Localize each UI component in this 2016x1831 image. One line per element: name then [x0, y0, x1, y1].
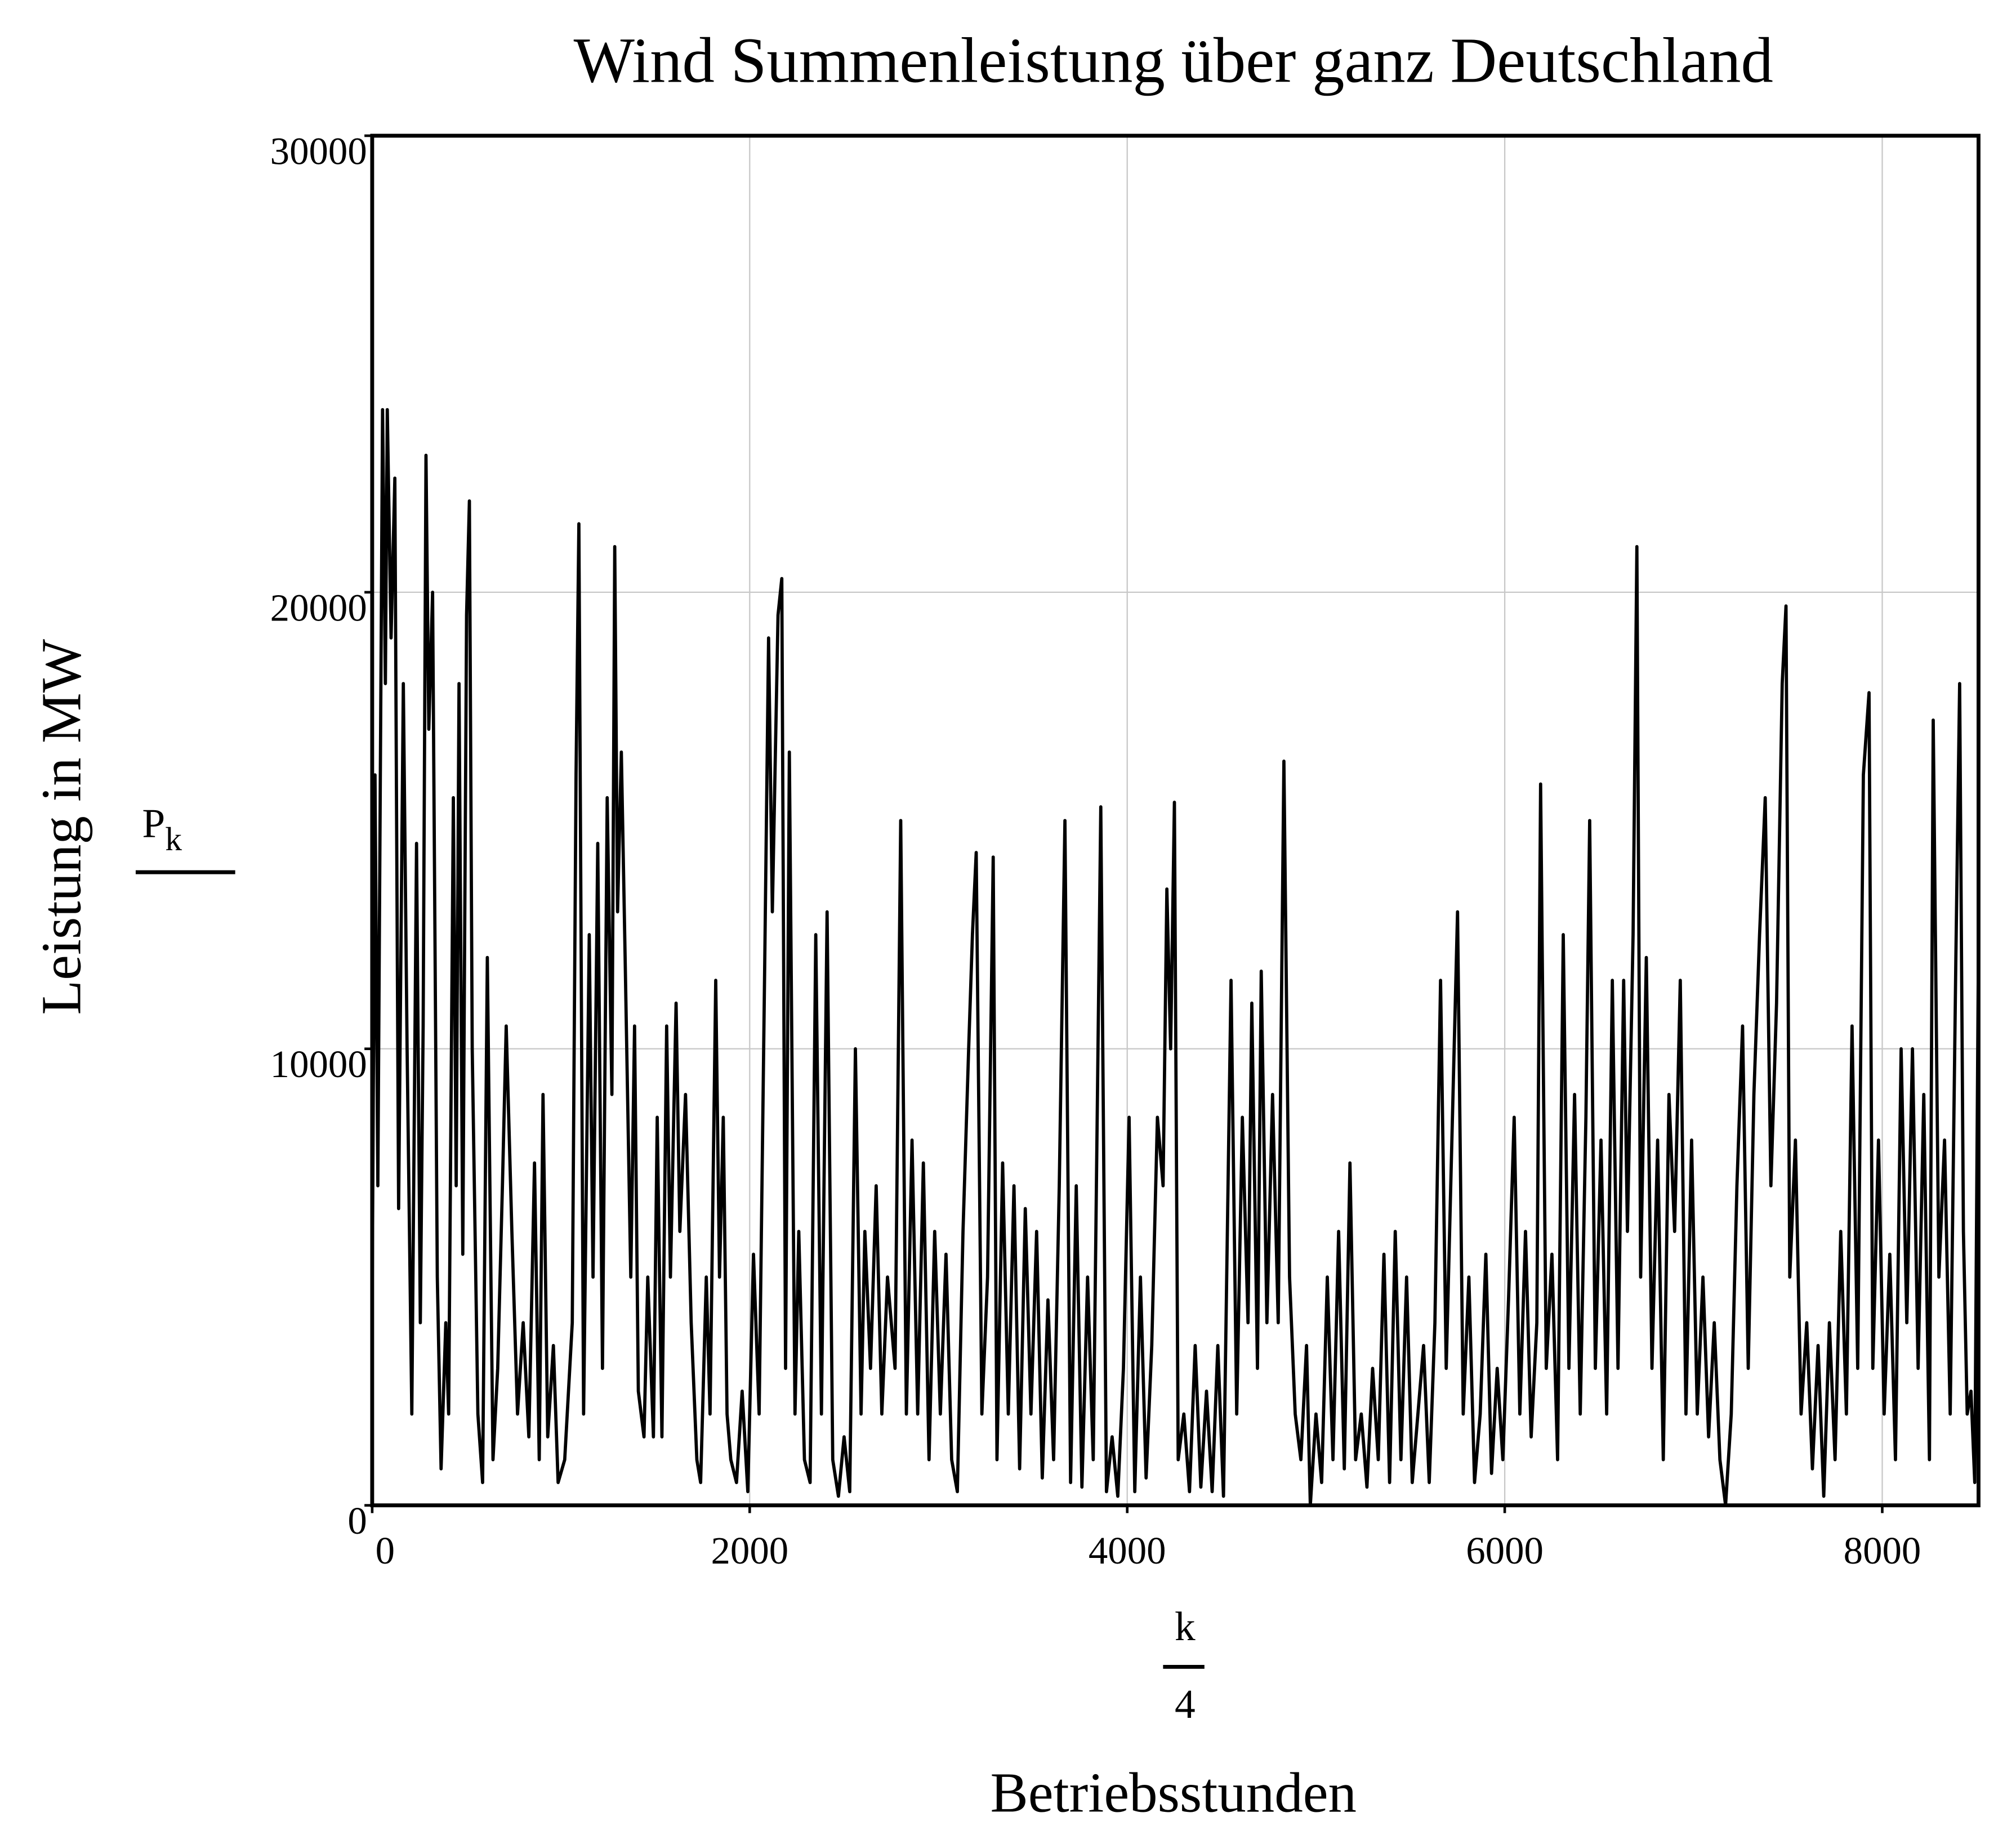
- y-tick-label: 20000: [270, 586, 367, 629]
- x-tick-label: 6000: [1466, 1529, 1544, 1572]
- x-tick-label: 4000: [1089, 1529, 1166, 1572]
- x-axis-label: Betriebsstunden: [990, 1761, 1357, 1824]
- y-axis-label: Leistung in MW: [30, 638, 93, 1015]
- y-expression: Pk: [142, 801, 182, 858]
- x-expression-numerator: k: [1175, 1604, 1196, 1649]
- chart-title: Wind Summenleistung über ganz Deutschlan…: [574, 25, 1773, 96]
- y-expression-subscript: k: [165, 820, 182, 858]
- y-tick-label: 10000: [270, 1043, 367, 1086]
- x-tick-label: 8000: [1844, 1529, 1921, 1572]
- x-expression-denominator: 4: [1175, 1681, 1196, 1727]
- y-tick-label: 0: [347, 1499, 367, 1542]
- y-tick-label: 30000: [270, 130, 367, 173]
- x-tick-label: 2000: [711, 1529, 788, 1572]
- y-expression-base: P: [142, 801, 165, 846]
- plot-frame: [370, 133, 1981, 1508]
- x-tick-label: 0: [376, 1529, 395, 1572]
- series-line: [371, 408, 1981, 1507]
